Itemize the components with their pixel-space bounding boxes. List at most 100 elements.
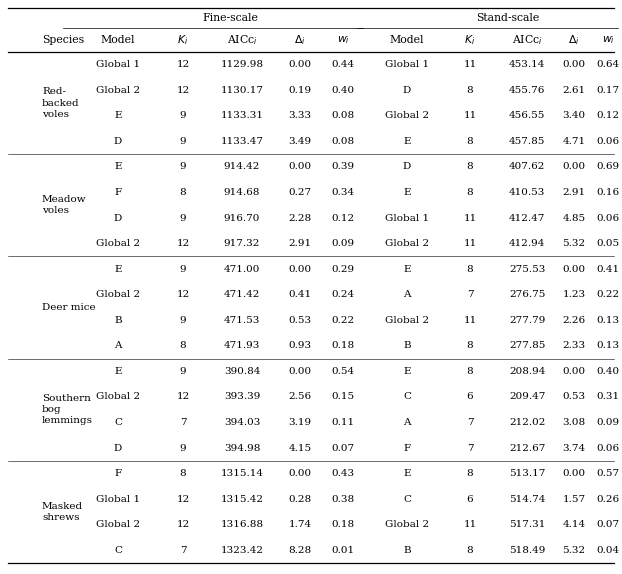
Text: 2.61: 2.61 [562,86,585,95]
Text: Model: Model [101,35,135,45]
Text: 11: 11 [463,520,476,529]
Text: $w_i$: $w_i$ [337,34,350,46]
Text: 12: 12 [177,290,190,299]
Text: 3.40: 3.40 [562,111,585,121]
Text: 9: 9 [180,316,187,325]
Text: 276.75: 276.75 [509,290,545,299]
Text: 1133.31: 1133.31 [221,111,264,121]
Text: 277.85: 277.85 [509,342,545,350]
Text: 6: 6 [466,495,473,503]
Text: 5.32: 5.32 [562,546,585,554]
Text: Global 2: Global 2 [385,239,429,248]
Text: 7: 7 [180,418,187,427]
Text: $\Delta_i$: $\Delta_i$ [568,33,580,47]
Text: E: E [403,188,411,197]
Text: Southern
bog
lemmings: Southern bog lemmings [42,394,93,425]
Text: 1323.42: 1323.42 [221,546,264,554]
Text: 390.84: 390.84 [224,367,260,376]
Text: 410.53: 410.53 [509,188,545,197]
Text: E: E [114,367,122,376]
Text: 12: 12 [177,520,190,529]
Text: 0.13: 0.13 [596,316,620,325]
Text: 0.00: 0.00 [562,265,585,274]
Text: 2.33: 2.33 [562,342,585,350]
Text: 1.23: 1.23 [562,290,585,299]
Text: 0.69: 0.69 [596,162,620,172]
Text: 1315.14: 1315.14 [221,469,264,478]
Text: E: E [114,265,122,274]
Text: 0.18: 0.18 [332,520,355,529]
Text: 0.40: 0.40 [596,367,620,376]
Text: 0.34: 0.34 [332,188,355,197]
Text: Global 2: Global 2 [96,239,140,248]
Text: Model: Model [390,35,424,45]
Text: 9: 9 [180,444,187,452]
Text: 0.41: 0.41 [289,290,312,299]
Text: 0.31: 0.31 [596,393,620,401]
Text: Deer mice: Deer mice [42,303,96,312]
Text: AICc$_i$: AICc$_i$ [512,33,542,47]
Text: 0.12: 0.12 [596,111,620,121]
Text: 9: 9 [180,111,187,121]
Text: 453.14: 453.14 [509,60,545,69]
Text: 0.54: 0.54 [332,367,355,376]
Text: 3.19: 3.19 [289,418,312,427]
Text: A: A [403,418,411,427]
Text: 11: 11 [463,60,476,69]
Text: B: B [114,316,122,325]
Text: 0.01: 0.01 [332,546,355,554]
Text: Global 2: Global 2 [96,290,140,299]
Text: 11: 11 [463,214,476,223]
Text: 3.74: 3.74 [562,444,585,452]
Text: Fine-scale: Fine-scale [203,13,258,23]
Text: D: D [114,137,122,146]
Text: 7: 7 [466,444,473,452]
Text: E: E [114,111,122,121]
Text: 1129.98: 1129.98 [221,60,264,69]
Text: 0.12: 0.12 [332,214,355,223]
Text: $K_i$: $K_i$ [465,33,476,47]
Text: Masked
shrews: Masked shrews [42,502,83,522]
Text: 3.08: 3.08 [562,418,585,427]
Text: 1.74: 1.74 [289,520,312,529]
Text: 393.39: 393.39 [224,393,260,401]
Text: 1.57: 1.57 [562,495,585,503]
Text: 394.98: 394.98 [224,444,260,452]
Text: AICc$_i$: AICc$_i$ [226,33,258,47]
Text: 0.64: 0.64 [596,60,620,69]
Text: 0.17: 0.17 [596,86,620,95]
Text: 0.16: 0.16 [596,188,620,197]
Text: 2.91: 2.91 [562,188,585,197]
Text: $w_i$: $w_i$ [601,34,615,46]
Text: 0.00: 0.00 [562,162,585,172]
Text: B: B [403,342,411,350]
Text: Global 1: Global 1 [96,495,140,503]
Text: 9: 9 [180,137,187,146]
Text: 0.24: 0.24 [332,290,355,299]
Text: 0.11: 0.11 [332,418,355,427]
Text: B: B [403,546,411,554]
Text: 0.15: 0.15 [332,393,355,401]
Text: 0.00: 0.00 [562,367,585,376]
Text: Red-
backed
voles: Red- backed voles [42,87,80,119]
Text: 4.14: 4.14 [562,520,585,529]
Text: 0.00: 0.00 [562,60,585,69]
Text: 0.22: 0.22 [596,290,620,299]
Text: 0.53: 0.53 [562,393,585,401]
Text: Global 2: Global 2 [385,111,429,121]
Text: 9: 9 [180,162,187,172]
Text: Stand-scale: Stand-scale [476,13,539,23]
Text: 0.22: 0.22 [332,316,355,325]
Text: Meadow
voles: Meadow voles [42,195,86,215]
Text: 4.15: 4.15 [289,444,312,452]
Text: 12: 12 [177,393,190,401]
Text: 277.79: 277.79 [509,316,545,325]
Text: 407.62: 407.62 [509,162,545,172]
Text: 0.38: 0.38 [332,495,355,503]
Text: 4.71: 4.71 [562,137,585,146]
Text: 2.91: 2.91 [289,239,312,248]
Text: 0.00: 0.00 [289,162,312,172]
Text: 12: 12 [177,60,190,69]
Text: 3.49: 3.49 [289,137,312,146]
Text: 4.85: 4.85 [562,214,585,223]
